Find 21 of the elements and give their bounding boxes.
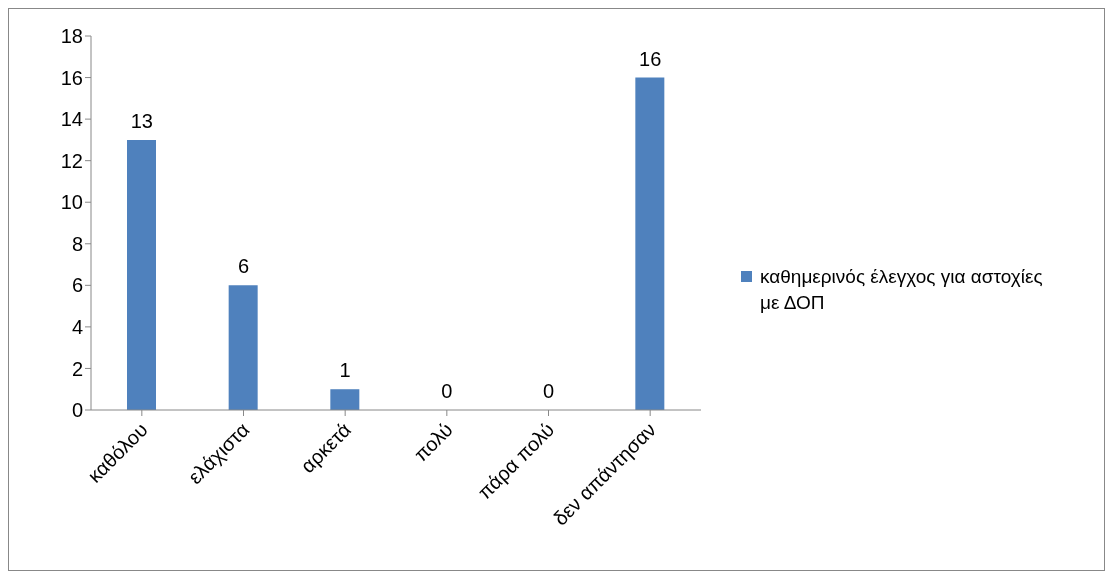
y-tick-label: 4 bbox=[71, 315, 83, 338]
data-label: 0 bbox=[542, 380, 555, 402]
bar bbox=[635, 77, 665, 410]
y-tick-label: 8 bbox=[71, 232, 83, 255]
bar bbox=[228, 285, 258, 410]
data-label: 13 bbox=[130, 109, 153, 132]
data-label: 0 bbox=[441, 380, 453, 402]
y-tick-label: 12 bbox=[60, 149, 83, 172]
y-tick-label: 18 bbox=[60, 25, 83, 48]
y-tick-label: 10 bbox=[60, 191, 83, 214]
y-tick-label: 6 bbox=[71, 274, 83, 297]
y-tick-label: 0 bbox=[71, 399, 83, 422]
bar bbox=[330, 389, 360, 410]
data-label: 6 bbox=[237, 255, 250, 278]
y-tick-label: 16 bbox=[60, 66, 83, 89]
bar bbox=[127, 139, 156, 410]
data-label: 16 bbox=[639, 47, 662, 70]
y-tick-label: 14 bbox=[60, 108, 83, 131]
legend-label: καθημερινός έλεγχος για αστοχίες με ΔΟΠ bbox=[760, 264, 1044, 315]
y-tick-label: 2 bbox=[71, 357, 83, 380]
data-label: 1 bbox=[339, 359, 351, 382]
